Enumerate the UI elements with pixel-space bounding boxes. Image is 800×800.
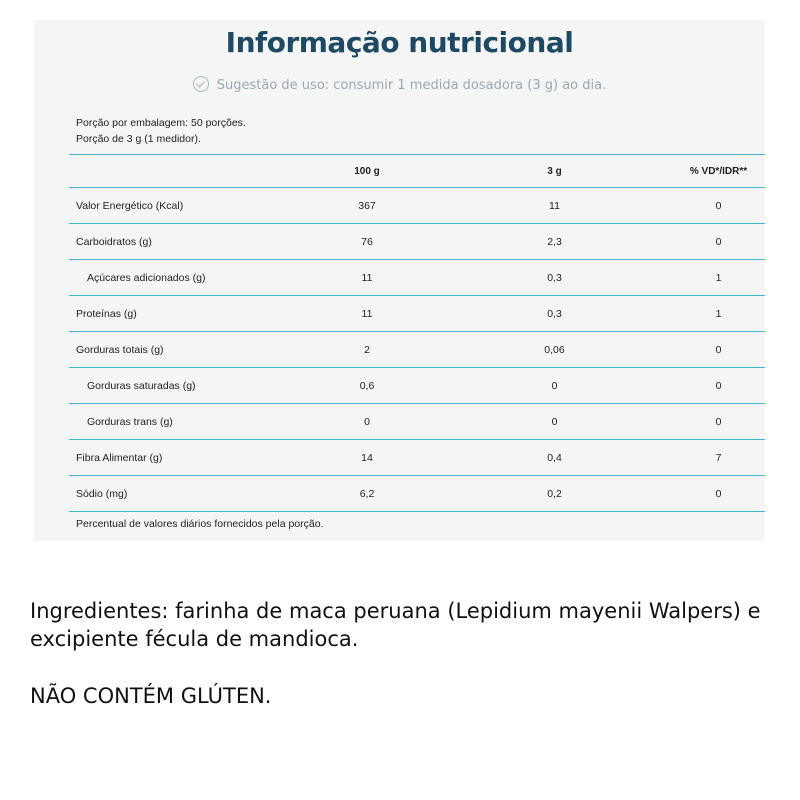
- nutrient-label: Gorduras trans (g): [69, 403, 297, 440]
- value-vd: 1: [672, 259, 765, 296]
- nutrient-label: Açúcares adicionados (g): [69, 259, 297, 296]
- table-row: Carboidratos (g) 76 2,3 0: [69, 223, 765, 260]
- table-header-row: 100 g 3 g % VD*/IDR**: [69, 154, 765, 188]
- value-100g: 6,2: [297, 475, 437, 512]
- value-vd: 0: [672, 403, 765, 440]
- value-100g: 76: [297, 223, 437, 260]
- value-vd: 0: [672, 223, 765, 260]
- value-vd: 7: [672, 439, 765, 476]
- table-row: Gorduras saturadas (g) 0,6 0 0: [69, 367, 765, 404]
- portion-per-package: Porção por embalagem: 50 porções.: [76, 117, 246, 129]
- value-3g: 0,2: [437, 475, 672, 512]
- value-vd: 1: [672, 295, 765, 332]
- value-3g: 2,3: [437, 223, 672, 260]
- table-row: Valor Energético (Kcal) 367 11 0: [69, 187, 765, 224]
- value-100g: 367: [297, 187, 437, 224]
- nutrient-label: Valor Energético (Kcal): [69, 187, 297, 224]
- value-3g: 11: [437, 187, 672, 224]
- check-circle-icon: [192, 76, 209, 92]
- value-vd: 0: [672, 331, 765, 368]
- table-row: Sódio (mg) 6,2 0,2 0: [69, 475, 765, 512]
- usage-suggestion: Sugestão de uso: consumir 1 medida dosad…: [34, 76, 765, 93]
- value-100g: 11: [297, 259, 437, 296]
- nutrition-panel: Informação nutricional Sugestão de uso: …: [34, 20, 765, 541]
- nutrient-label: Fibra Alimentar (g): [69, 439, 297, 476]
- ingredients-text: Ingredientes: farinha de maca peruana (L…: [30, 599, 761, 651]
- table-row: Proteínas (g) 11 0,3 1: [69, 295, 765, 332]
- nutrient-label: Gorduras saturadas (g): [69, 367, 297, 404]
- table-row: Açúcares adicionados (g) 11 0,3 1: [69, 259, 765, 296]
- table-footnote: Percentual de valores diários fornecidos…: [76, 518, 324, 530]
- value-100g: 0,6: [297, 367, 437, 404]
- nutrient-label: Proteínas (g): [69, 295, 297, 332]
- page-title: Informação nutricional: [225, 26, 574, 59]
- header-nutrient: [69, 154, 297, 188]
- value-100g: 14: [297, 439, 437, 476]
- value-3g: 0,3: [437, 259, 672, 296]
- value-3g: 0: [437, 403, 672, 440]
- usage-text: Sugestão de uso: consumir 1 medida dosad…: [216, 78, 607, 93]
- value-vd: 0: [672, 367, 765, 404]
- table-row: Gorduras trans (g) 0 0 0: [69, 403, 765, 440]
- value-vd: 0: [672, 187, 765, 224]
- value-100g: 2: [297, 331, 437, 368]
- value-100g: 11: [297, 295, 437, 332]
- value-3g: 0,4: [437, 439, 672, 476]
- table-row: Fibra Alimentar (g) 14 0,4 7: [69, 439, 765, 476]
- table-row: Gorduras totais (g) 2 0,06 0: [69, 331, 765, 368]
- value-vd: 0: [672, 475, 765, 512]
- portion-info: Porção por embalagem: 50 porções. Porção…: [76, 115, 246, 147]
- nutrient-label: Carboidratos (g): [69, 223, 297, 260]
- gluten-notice: NÃO CONTÉM GLÚTEN.: [30, 684, 272, 708]
- header-3g: 3 g: [437, 154, 672, 188]
- value-3g: 0,06: [437, 331, 672, 368]
- header-vd: % VD*/IDR**: [672, 154, 765, 188]
- nutrition-table: 100 g 3 g % VD*/IDR** Valor Energético (…: [69, 154, 765, 512]
- value-3g: 0,3: [437, 295, 672, 332]
- header-100g: 100 g: [297, 154, 437, 188]
- portion-size: Porção de 3 g (1 medidor).: [76, 133, 201, 145]
- nutrient-label: Gorduras totais (g): [69, 331, 297, 368]
- nutrient-label: Sódio (mg): [69, 475, 297, 512]
- value-100g: 0: [297, 403, 437, 440]
- value-3g: 0: [437, 367, 672, 404]
